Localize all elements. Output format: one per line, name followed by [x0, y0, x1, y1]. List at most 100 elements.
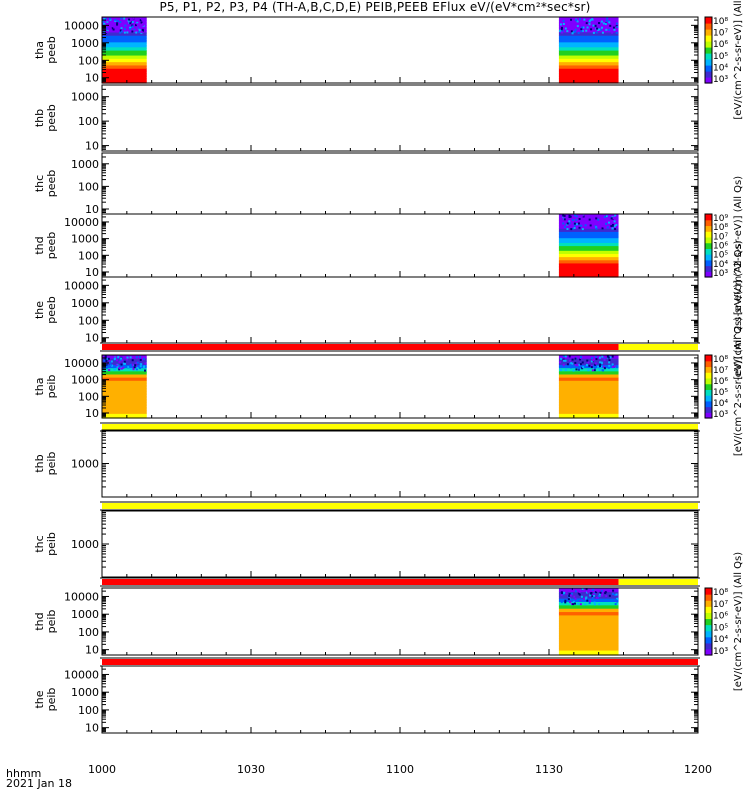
- spectrogram-speckle-tha-peeb: [103, 22, 106, 25]
- spectrogram-bin-thd-peib-0-23: [558, 614, 619, 618]
- spectrogram-speckle-tha-peib: [601, 355, 604, 358]
- spectrogram-speckle-tha-peib: [575, 368, 578, 371]
- spectrogram-speckle-tha-peib: [131, 359, 134, 362]
- spectrogram-speckle-thd-peeb: [566, 222, 569, 225]
- spectrogram-speckle-tha-peib: [593, 369, 596, 372]
- spectrogram-speckle-tha-peib: [106, 357, 109, 360]
- colorbar-tick-label-tha-peeb: 10⁴: [713, 63, 728, 73]
- colorbar-segment-tha-peeb: [705, 17, 712, 24]
- spectrogram-speckle-tha-peib: [562, 364, 565, 367]
- spectrogram-speckle-tha-peib: [611, 355, 614, 358]
- spectrogram-bin-tha-peeb-1-21: [558, 46, 619, 49]
- spectrogram-speckle-tha-peib: [123, 362, 126, 365]
- spectrogram-speckle-thd-peeb: [562, 214, 565, 217]
- spectrogram-speckle-thd-peib: [593, 603, 596, 606]
- spectrogram-speckle-tha-peib: [128, 365, 131, 368]
- spectrogram-bin-tha-peeb-0-26: [102, 38, 147, 41]
- spectrogram-speckle-tha-peeb: [605, 28, 608, 31]
- spectrogram-speckle-tha-peib: [118, 364, 121, 367]
- spectrogram-speckle-tha-peeb: [616, 25, 619, 28]
- spectrogram-speckle-tha-peeb: [105, 30, 108, 33]
- spectrogram-speckle-thd-peib: [597, 596, 600, 599]
- spectrogram-speckle-tha-peib: [129, 363, 132, 366]
- spectrogram-speckle-thd-peib: [598, 592, 601, 595]
- spectrogram-speckle-tha-peeb: [136, 21, 139, 24]
- panel-frame-thb-peeb: [101, 84, 699, 152]
- spectrogram-bin-tha-peeb-0-8: [102, 68, 147, 71]
- spectrogram-speckle-tha-peib: [105, 360, 108, 363]
- spectrogram-speckle-tha-peib: [135, 356, 138, 359]
- colorbar-tick-label-tha-peeb: 10³: [713, 75, 728, 85]
- spectrogram-bin-thd-peib-0-14: [558, 629, 619, 633]
- spectrogram-speckle-thd-peib: [614, 603, 617, 606]
- panel-frame-the-peib: [101, 665, 699, 734]
- spectrogram-speckle-thd-peeb: [575, 218, 578, 221]
- spectrogram-bin-tha-peeb-1-33: [558, 26, 619, 30]
- spectrogram-speckle-tha-peeb: [139, 22, 142, 25]
- ytick-label-tha-peeb: 100: [78, 54, 99, 67]
- spectrogram-speckle-tha-peib: [102, 355, 105, 358]
- spectrogram-speckle-tha-peib: [578, 367, 581, 370]
- spectrogram-speckle-thd-peeb: [568, 214, 571, 217]
- spectrogram-speckle-tha-peeb: [586, 26, 589, 29]
- spectrogram-bin-tha-peib-1-23: [558, 380, 619, 383]
- colorbar-segment-tha-peeb: [705, 65, 712, 72]
- ylabel-probe-thd-peib: thd: [33, 612, 46, 630]
- spectrogram-bin-tha-peeb-0-34: [102, 25, 147, 28]
- spectrogram-speckle-tha-peib: [582, 366, 585, 369]
- spectrogram-bin-tha-peeb-0-20: [102, 48, 147, 51]
- spectrogram-speckle-thd-peeb: [603, 215, 606, 218]
- spectrogram-speckle-tha-peeb: [604, 23, 607, 26]
- time-axis-label-date: 2021 Jan 18: [6, 777, 72, 790]
- spectrogram-speckle-tha-peeb: [135, 24, 138, 27]
- spectrogram-bin-tha-peeb-1-13: [558, 59, 619, 63]
- spectrogram-speckle-thd-peib: [573, 602, 576, 605]
- spectrogram-speckle-thd-peeb: [595, 227, 598, 230]
- colorbar-tick-label-thd-peeb: 10⁶: [713, 242, 728, 252]
- spectrogram-speckle-tha-peib: [120, 357, 123, 360]
- spectrogram-speckle-tha-peeb: [588, 23, 591, 26]
- spectrogram-bin-tha-peib-0-9: [102, 402, 147, 405]
- spectrogram-bin-tha-peib-1-19: [558, 386, 619, 389]
- spectrogram-speckle-tha-peeb: [131, 21, 134, 24]
- spectrogram-speckle-tha-peeb: [141, 18, 144, 21]
- spectrogram-bin-tha-peeb-0-5: [102, 73, 147, 76]
- spectrogram-bin-thd-peeb-0-31: [558, 226, 619, 229]
- spectrogram-speckle-tha-peeb: [593, 23, 596, 26]
- spectrogram-speckle-tha-peeb: [590, 21, 593, 24]
- spectrogram-bin-tha-peeb-1-0: [558, 81, 619, 84]
- colorbar-frame-thd-peeb: [704, 213, 713, 278]
- spectrogram-speckle-thd-peeb: [573, 224, 576, 227]
- spectrogram-speckle-thd-peib: [599, 591, 602, 594]
- spectrogram-bin-tha-peeb-1-17: [558, 53, 619, 56]
- spectrogram-speckle-thd-peib: [564, 601, 567, 604]
- ylabel-probe-thc-peeb: thc: [33, 175, 46, 192]
- spectrogram-speckle-thd-peib: [569, 594, 572, 597]
- spectrogram-speckle-tha-peeb: [580, 28, 583, 31]
- spectrogram-speckle-thd-peib: [560, 601, 563, 604]
- spectrogram-bin-tha-peib-0-23: [102, 380, 147, 383]
- colorbar-segment-thd-peib: [705, 630, 712, 638]
- spectrogram-bin-tha-peeb-0-2: [102, 78, 147, 81]
- spectrogram-speckle-tha-peeb: [564, 27, 567, 30]
- ylabel-product-the-peeb: peeb: [45, 296, 58, 324]
- spectrogram-speckle-thd-peeb: [581, 214, 584, 217]
- spectrogram-bin-thd-peib-0-33: [558, 598, 619, 601]
- ytick-label-thc-peib: 1000: [71, 538, 99, 551]
- spectrogram-bin-thd-peib-0-22: [558, 616, 619, 619]
- colorbar-segment-tha-peeb: [705, 71, 712, 78]
- spectrogram-bin-tha-peeb-0-0: [102, 81, 147, 84]
- spectrogram-speckle-thd-peib: [576, 598, 579, 601]
- spectrogram-speckle-tha-peeb: [106, 29, 109, 32]
- spectrogram-bin-tha-peeb-1-14: [558, 58, 619, 61]
- spectrogram-speckle-thd-peeb: [571, 218, 574, 221]
- spectrogram-bin-tha-peib-1-20: [558, 384, 619, 388]
- spectrogram-bin-thd-peeb-0-6: [558, 265, 619, 269]
- spectrogram-speckle-tha-peib: [585, 363, 588, 366]
- spectrogram-speckle-tha-peeb: [595, 31, 598, 34]
- spectrogram-speckle-thd-peib: [593, 594, 596, 597]
- spectrogram-speckle-thd-peeb: [569, 215, 572, 218]
- spectrogram-bin-tha-peeb-0-15: [102, 56, 147, 59]
- spectrogram-speckle-thd-peeb: [573, 226, 576, 229]
- spectrogram-speckle-tha-peib: [566, 363, 569, 366]
